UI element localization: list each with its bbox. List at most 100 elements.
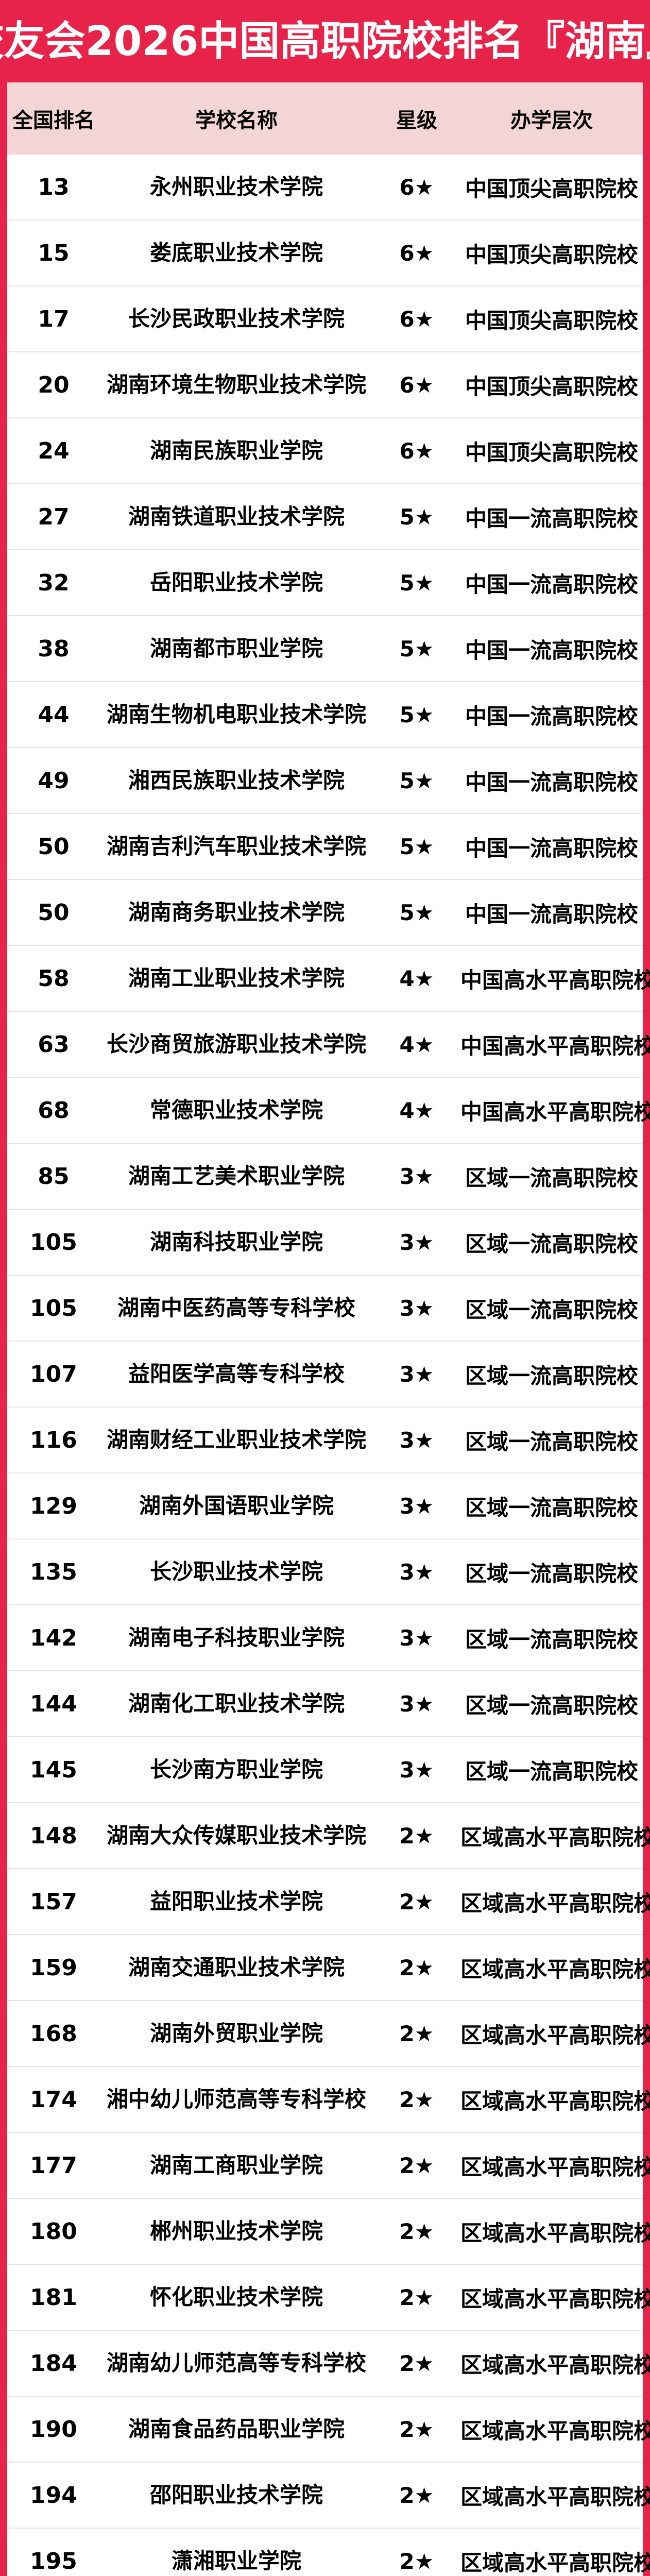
cell-level: 中国顶尖高职院校 bbox=[465, 374, 638, 399]
cell-level: 中国一流高职院校 bbox=[465, 571, 638, 597]
cell-level: 中国顶尖高职院校 bbox=[465, 439, 638, 465]
table-row[interactable]: 174 湘中幼儿师范高等专科学校 2★ 区域高水平高职院校 bbox=[7, 2067, 650, 2133]
table-row[interactable]: 159 湖南交通职业技术学院 2★ 区域高水平高职院校 bbox=[7, 1935, 650, 2001]
table-row[interactable]: 129 湖南外国语职业学院 3★ 区域一流高职院校 bbox=[7, 1473, 643, 1539]
cell-rank: 180 bbox=[30, 2218, 77, 2245]
cell-star-rating: 2★ bbox=[399, 1955, 434, 1980]
cell-level: 区域一流高职院校 bbox=[465, 1231, 638, 1257]
cell-rank: 174 bbox=[30, 2086, 77, 2113]
table-row[interactable]: 142 湖南电子科技职业学院 3★ 区域一流高职院校 bbox=[7, 1605, 643, 1671]
cell-rank: 145 bbox=[30, 1756, 77, 1783]
table-row[interactable]: 157 益阳职业技术学院 2★ 区域高水平高职院校 bbox=[7, 1869, 650, 1935]
table-row[interactable]: 38 湖南都市职业学院 5★ 中国一流高职院校 bbox=[7, 616, 643, 682]
table-row[interactable]: 85 湖南工艺美术职业学院 3★ 区域一流高职院校 bbox=[7, 1144, 643, 1210]
cell-star-rating: 5★ bbox=[399, 702, 434, 727]
table-row[interactable]: 50 湖南吉利汽车职业技术学院 5★ 中国一流高职院校 bbox=[7, 814, 643, 880]
table-row[interactable]: 68 常德职业技术学院 4★ 中国高水平高职院校 bbox=[7, 1078, 650, 1144]
table-row[interactable]: 17 长沙民政职业技术学院 6★ 中国顶尖高职院校 bbox=[7, 286, 643, 352]
cell-level: 区域高水平高职院校 bbox=[460, 1956, 650, 1982]
cell-level: 区域高水平高职院校 bbox=[460, 2484, 650, 2510]
cell-level: 区域一流高职院校 bbox=[465, 1561, 638, 1586]
table-row[interactable]: 135 长沙职业技术学院 3★ 区域一流高职院校 bbox=[7, 1539, 643, 1605]
cell-star-rating: 5★ bbox=[399, 834, 434, 859]
cell-star-rating: 3★ bbox=[399, 1757, 434, 1783]
table-row[interactable]: 27 湖南铁道职业技术学院 5★ 中国一流高职院校 bbox=[7, 484, 643, 550]
table-row[interactable]: 145 长沙南方职业学院 3★ 区域一流高职院校 bbox=[7, 1737, 643, 1803]
cell-rank: 50 bbox=[38, 899, 70, 926]
cell-level: 区域一流高职院校 bbox=[465, 1363, 638, 1388]
cell-school-name: 娄底职业技术学院 bbox=[149, 240, 323, 266]
page-title: 校友会2026中国高职院校排名『湖南』 bbox=[0, 17, 650, 65]
cell-rank: 15 bbox=[38, 240, 70, 266]
cell-rank: 135 bbox=[30, 1558, 77, 1585]
cell-star-rating: 3★ bbox=[399, 1427, 434, 1453]
cell-school-name: 湖南交通职业技术学院 bbox=[128, 1955, 345, 1980]
cell-star-rating: 3★ bbox=[399, 1361, 434, 1387]
cell-star-rating: 2★ bbox=[399, 2021, 434, 2046]
table-row[interactable]: 44 湖南生物机电职业技术学院 5★ 中国一流高职院校 bbox=[7, 682, 643, 748]
cell-school-name: 益阳职业技术学院 bbox=[149, 1889, 323, 1914]
cell-school-name: 长沙商贸旅游职业技术学院 bbox=[106, 1031, 366, 1057]
table-header-row: 全国排名 学校名称 星级 办学层次 bbox=[7, 82, 643, 155]
cell-school-name: 湖南电子科技职业学院 bbox=[128, 1625, 345, 1651]
table-row[interactable]: 105 湖南中医药高等专科学校 3★ 区域一流高职院校 bbox=[7, 1276, 643, 1342]
cell-star-rating: 2★ bbox=[399, 2087, 434, 2112]
column-header-name: 学校名称 bbox=[195, 109, 278, 132]
cell-school-name: 湖南吉利汽车职业技术学院 bbox=[106, 834, 366, 859]
cell-school-name: 永州职业技术学院 bbox=[149, 174, 323, 200]
table-row[interactable]: 181 怀化职业技术学院 2★ 区域高水平高职院校 bbox=[7, 2265, 650, 2331]
cell-school-name: 湖南外贸职业学院 bbox=[149, 2021, 323, 2046]
table-row[interactable]: 50 湖南商务职业技术学院 5★ 中国一流高职院校 bbox=[7, 880, 643, 946]
cell-rank: 49 bbox=[38, 767, 70, 794]
cell-star-rating: 2★ bbox=[399, 2482, 434, 2508]
table-row[interactable]: 15 娄底职业技术学院 6★ 中国顶尖高职院校 bbox=[7, 221, 643, 286]
cell-level: 中国高水平高职院校 bbox=[460, 1099, 650, 1125]
cell-rank: 116 bbox=[30, 1427, 77, 1453]
cell-level: 区域高水平高职院校 bbox=[460, 1824, 650, 1850]
cell-level: 中国顶尖高职院校 bbox=[465, 242, 638, 267]
cell-star-rating: 3★ bbox=[399, 1295, 434, 1321]
cell-level: 区域一流高职院校 bbox=[465, 1758, 638, 1784]
cell-level: 区域高水平高职院校 bbox=[460, 2550, 650, 2575]
table-row[interactable]: 148 湖南大众传媒职业技术学院 2★ 区域高水平高职院校 bbox=[7, 1803, 650, 1869]
cell-school-name: 湖南大众传媒职业技术学院 bbox=[106, 1823, 366, 1849]
poster-header: 校友会2026中国高职院校排名『湖南』 bbox=[0, 0, 650, 82]
table-row[interactable]: 13 永州职业技术学院 6★ 中国顶尖高职院校 bbox=[7, 155, 643, 221]
cell-rank: 44 bbox=[38, 701, 70, 728]
table-row[interactable]: 116 湖南财经工业职业技术学院 3★ 区域一流高职院校 bbox=[7, 1408, 643, 1473]
table-row[interactable]: 63 长沙商贸旅游职业技术学院 4★ 中国高水平高职院校 bbox=[7, 1012, 650, 1078]
cell-star-rating: 6★ bbox=[399, 306, 434, 332]
cell-star-rating: 3★ bbox=[399, 1559, 434, 1585]
cell-school-name: 湖南财经工业职业技术学院 bbox=[106, 1427, 366, 1453]
table-row[interactable]: 24 湖南民族职业学院 6★ 中国顶尖高职院校 bbox=[7, 418, 643, 484]
cell-rank: 27 bbox=[38, 503, 70, 530]
cell-rank: 142 bbox=[30, 1624, 77, 1651]
table-row[interactable]: 32 岳阳职业技术学院 5★ 中国一流高职院校 bbox=[7, 550, 643, 616]
table-row[interactable]: 168 湖南外贸职业学院 2★ 区域高水平高职院校 bbox=[7, 2001, 650, 2067]
column-header-star: 星级 bbox=[396, 109, 437, 132]
table-row[interactable]: 194 邵阳职业技术学院 2★ 区域高水平高职院校 bbox=[7, 2463, 650, 2529]
cell-rank: 58 bbox=[38, 965, 70, 992]
cell-rank: 129 bbox=[30, 1493, 77, 1519]
table-row[interactable]: 180 郴州职业技术学院 2★ 区域高水平高职院校 bbox=[7, 2199, 650, 2265]
cell-star-rating: 2★ bbox=[399, 2284, 434, 2310]
cell-star-rating: 3★ bbox=[399, 1163, 434, 1189]
table-row[interactable]: 144 湖南化工职业技术学院 3★ 区域一流高职院校 bbox=[7, 1671, 643, 1737]
cell-school-name: 湖南商务职业技术学院 bbox=[128, 900, 345, 925]
table-row[interactable]: 177 湖南工商职业学院 2★ 区域高水平高职院校 bbox=[7, 2133, 650, 2199]
cell-school-name: 湖南工商职业学院 bbox=[149, 2153, 323, 2178]
cell-level: 中国顶尖高职院校 bbox=[465, 176, 638, 201]
table-row[interactable]: 195 潇湘职业学院 2★ 区域高水平高职院校 bbox=[7, 2529, 650, 2576]
cell-rank: 105 bbox=[30, 1295, 77, 1321]
table-row[interactable]: 107 益阳医学高等专科学校 3★ 区域一流高职院校 bbox=[7, 1342, 643, 1408]
table-row[interactable]: 184 湖南幼儿师范高等专科学校 2★ 区域高水平高职院校 bbox=[7, 2331, 650, 2397]
table-row[interactable]: 190 湖南食品药品职业学院 2★ 区域高水平高职院校 bbox=[7, 2397, 650, 2463]
table-row[interactable]: 58 湖南工业职业技术学院 4★ 中国高水平高职院校 bbox=[7, 946, 650, 1012]
cell-school-name: 潇湘职业学院 bbox=[171, 2548, 301, 2574]
table-row[interactable]: 49 湘西民族职业技术学院 5★ 中国一流高职院校 bbox=[7, 748, 643, 814]
table-row[interactable]: 105 湖南科技职业学院 3★ 区域一流高职院校 bbox=[7, 1210, 643, 1276]
cell-level: 区域一流高职院校 bbox=[465, 1429, 638, 1454]
table-row[interactable]: 20 湖南环境生物职业技术学院 6★ 中国顶尖高职院校 bbox=[7, 352, 643, 418]
cell-star-rating: 6★ bbox=[399, 438, 434, 464]
cell-school-name: 湖南生物机电职业技术学院 bbox=[106, 702, 366, 727]
